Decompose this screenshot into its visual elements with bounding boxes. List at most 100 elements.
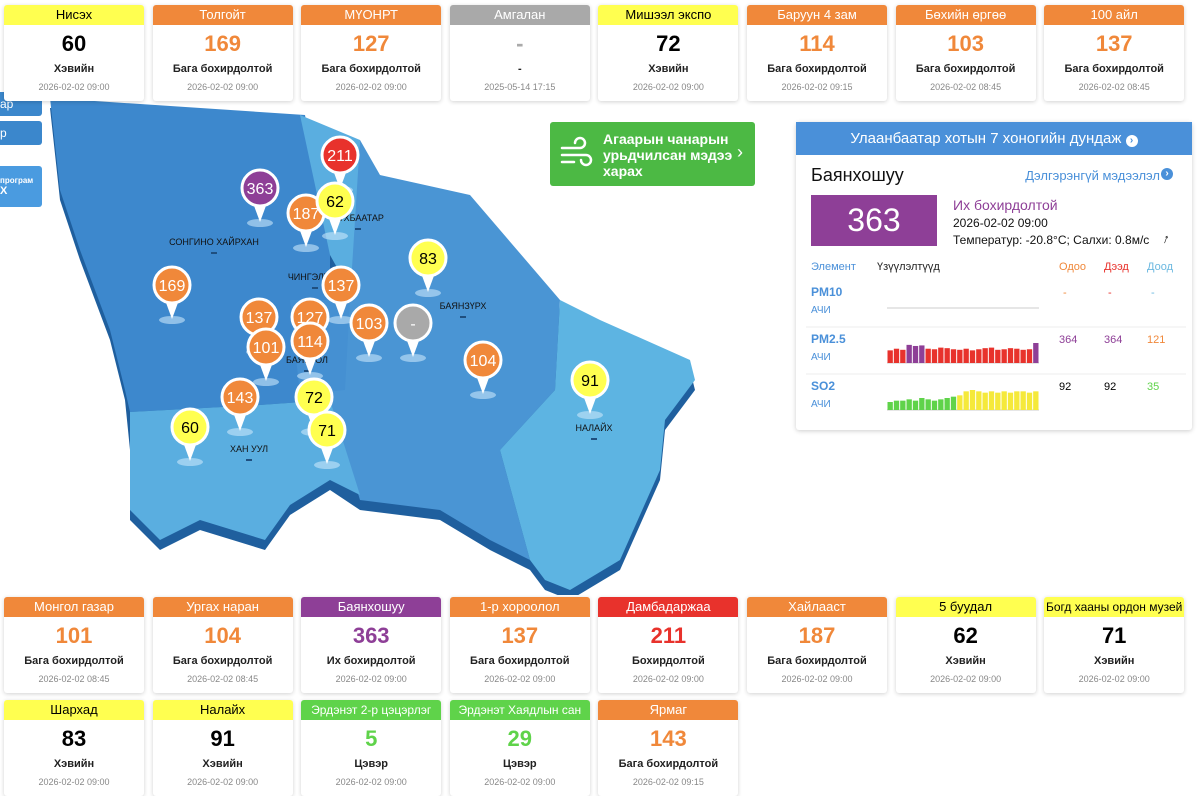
details-link[interactable]: Дэлгэрэнгүй мэдээлэл bbox=[1025, 168, 1160, 183]
pin-pointer bbox=[259, 362, 273, 381]
station-card[interactable]: Налайх 91 Хэвийн 2026-02-02 09:00 bbox=[152, 700, 293, 796]
card-value: 91 bbox=[210, 726, 235, 751]
station-card[interactable]: Баруун 4 зам 114 Бага бохирдолтой 2026-02-0… bbox=[747, 5, 887, 101]
pin-pointer bbox=[165, 300, 179, 319]
pin-value: 71 bbox=[318, 423, 336, 440]
station-card[interactable]: 5 буудал 62 Хэвийн 2026-02-02 09:00 bbox=[895, 597, 1036, 693]
pin bbox=[321, 265, 361, 305]
station-card[interactable]: Нисэх 60 Хэвийн 2026-02-02 09:00 bbox=[4, 5, 144, 101]
card-time: 2026-02-02 09:00 bbox=[484, 777, 556, 787]
station-card[interactable]: МҮОНРТ 127 Бага бохирдолтой 2026-02-02 09:0… bbox=[301, 5, 442, 101]
chevron: › bbox=[737, 142, 743, 162]
station-card[interactable]: 1-р хороолол 137 Бага бохирдолтой 2026-02-0… bbox=[449, 597, 590, 693]
card-status: Бага бохирдолтой bbox=[915, 63, 1016, 75]
card-status: Бага бохирдолтой bbox=[24, 655, 124, 667]
pin-value: 60 bbox=[181, 420, 199, 437]
panel-status: Их бохирдолтой bbox=[953, 197, 1058, 213]
station-card[interactable]: 100 айл 137 Бага бохирдолтой 2026-02-02 08:… bbox=[1044, 5, 1185, 101]
forecast-button[interactable]: Агаарын чанарын урьдчилсан мэдээ харах › bbox=[550, 122, 755, 186]
column-header: Элемент bbox=[811, 261, 856, 273]
sparkline-bar bbox=[893, 348, 900, 363]
element-name: PM2.5 bbox=[811, 332, 846, 346]
panel-station: Баянхошуу bbox=[811, 165, 904, 185]
element-unit: АЧИ bbox=[811, 305, 831, 316]
element-min: 35 bbox=[1147, 381, 1159, 393]
sparkline-bar bbox=[1007, 348, 1014, 363]
sparkline-bar bbox=[925, 348, 931, 363]
sparkline-bar bbox=[957, 349, 963, 363]
station-card[interactable]: Ургах наран 104 Бага бохирдолтой 2026-02-02… bbox=[152, 597, 293, 693]
card-name: Дамбадаржаа bbox=[598, 597, 739, 617]
card-time: 2026-02-02 09:00 bbox=[335, 674, 407, 684]
sparkline-bar bbox=[906, 399, 912, 410]
station-card[interactable]: Хайлааст 187 Бага бохирдолтой 2026-02-02 09… bbox=[747, 597, 887, 693]
card-time: 2026-02-02 09:15 bbox=[781, 82, 853, 92]
district-label: НАЛАЙХ bbox=[575, 422, 612, 433]
card-value: 29 bbox=[507, 726, 533, 751]
card-status: Хэвийн bbox=[1094, 655, 1135, 667]
pin-shadow bbox=[314, 461, 340, 469]
pin-shadow bbox=[293, 244, 319, 252]
panel-weather: Температур: -20.8°C; Салхи: 0.8м/с bbox=[953, 233, 1150, 247]
station-card[interactable]: Эрдэнэт 2-р цэцэрлэг 5 Цэвэр 2026-02-02 09:… bbox=[301, 700, 442, 796]
app-box[interactable]: програм Х bbox=[0, 166, 42, 207]
station-card[interactable]: Богд хааны ордон музей 71 Хэвийн 2026-02-02… bbox=[1044, 597, 1185, 693]
pin-shadow bbox=[356, 354, 382, 362]
sparkline-bar bbox=[963, 391, 969, 410]
card-time: 2026-02-02 09:00 bbox=[484, 674, 556, 684]
station-card[interactable]: Мишээл экспо 72 Хэвийн 2026-02-02 09:00 bbox=[598, 5, 739, 101]
panel-header[interactable]: Улаанбаатар хотын 7 хоногийн дундаж › bbox=[796, 122, 1192, 155]
station-panel: Улаанбаатар хотын 7 хоногийн дундаж › Ба… bbox=[796, 122, 1192, 430]
station-card[interactable]: Бөхийн өргөө 103 Бага бохирдолтой 2026-02-0… bbox=[895, 5, 1036, 101]
station-card[interactable]: Ярмаг 143 Бага бохирдолтой 2026-02-02 09:15 bbox=[598, 700, 739, 796]
station-card[interactable]: Монгол газар 101 Бага бохирдолтой 2026-02-0… bbox=[4, 597, 144, 693]
card-value: 127 bbox=[352, 31, 390, 56]
element-unit: АЧИ bbox=[811, 399, 831, 410]
sparkline-bar bbox=[887, 402, 893, 410]
pin-pointer bbox=[328, 216, 342, 235]
station-card[interactable]: Толгойт 169 Бага бохирдолтой 2026-02-02 09:… bbox=[152, 5, 293, 101]
column-header: Доод bbox=[1147, 261, 1174, 273]
pin-shadow bbox=[177, 458, 203, 466]
card-time: 2026-02-02 09:00 bbox=[335, 82, 407, 92]
station-card[interactable]: Эрдэнэт Хаядлын сан 29 Цэвэр 2026-02-02 09:… bbox=[449, 700, 590, 796]
sparkline-bar bbox=[982, 348, 988, 363]
card-name: Эрдэнэт 2-р цэцэрлэг bbox=[301, 700, 442, 720]
sparkline-bar bbox=[1001, 349, 1007, 363]
card-name: МҮОНРТ bbox=[301, 5, 442, 25]
sparkline-bar bbox=[919, 345, 925, 363]
pin-pointer bbox=[233, 412, 247, 431]
station-card[interactable]: Баянхошуу 363 Их бохирдолтой 2026-02-02 09:… bbox=[301, 597, 442, 693]
pin-value: 62 bbox=[326, 194, 344, 211]
column-header: Одоо bbox=[1059, 261, 1086, 273]
station-card[interactable]: Шархад 83 Хэвийн 2026-02-02 09:00 bbox=[4, 700, 144, 796]
card-time: 2026-02-02 09:00 bbox=[930, 674, 1002, 684]
card-value: 137 bbox=[501, 623, 539, 648]
sparkline-bar bbox=[1001, 391, 1007, 410]
pin-pointer bbox=[299, 228, 313, 247]
card-name: Богд хааны ордон музей bbox=[1044, 597, 1185, 617]
sparkline-bar bbox=[925, 399, 931, 410]
card-time: 2026-02-02 09:00 bbox=[187, 82, 259, 92]
side-tab[interactable]: р bbox=[0, 121, 42, 145]
card-time: 2026-02-02 08:45 bbox=[187, 674, 259, 684]
sparkline-bar bbox=[906, 344, 912, 363]
panel-time: 2026-02-02 09:00 bbox=[953, 216, 1048, 230]
pin-pointer bbox=[476, 375, 490, 394]
sparkline-bar bbox=[938, 399, 944, 410]
district-area bbox=[500, 300, 695, 590]
forecast-text: Агаарын чанарын урьдчилсан мэдээ харах bbox=[603, 131, 733, 179]
card-name: Ургах наран bbox=[152, 597, 293, 617]
pin-value: 104 bbox=[470, 353, 497, 370]
wind-icon bbox=[560, 136, 593, 167]
pin-pointer bbox=[333, 170, 347, 189]
element-unit: АЧИ bbox=[811, 352, 831, 363]
sparkline-bar bbox=[893, 400, 900, 410]
station-card[interactable]: Амгалан - - 2025-05-14 17:15 bbox=[449, 5, 590, 101]
card-name: Амгалан bbox=[449, 5, 590, 25]
pin bbox=[408, 238, 448, 278]
pin bbox=[307, 410, 347, 450]
card-name: Мишээл экспо bbox=[598, 5, 739, 25]
station-card[interactable]: Дамбадаржаа 211 Бохирдолтой 2026-02-02 09:0… bbox=[598, 597, 739, 693]
map: СОНГИНО ХАЙРХАН СҮХБААТАР ЧИНГЭЛТЭЙ БАЯНЗҮР… bbox=[50, 98, 695, 595]
